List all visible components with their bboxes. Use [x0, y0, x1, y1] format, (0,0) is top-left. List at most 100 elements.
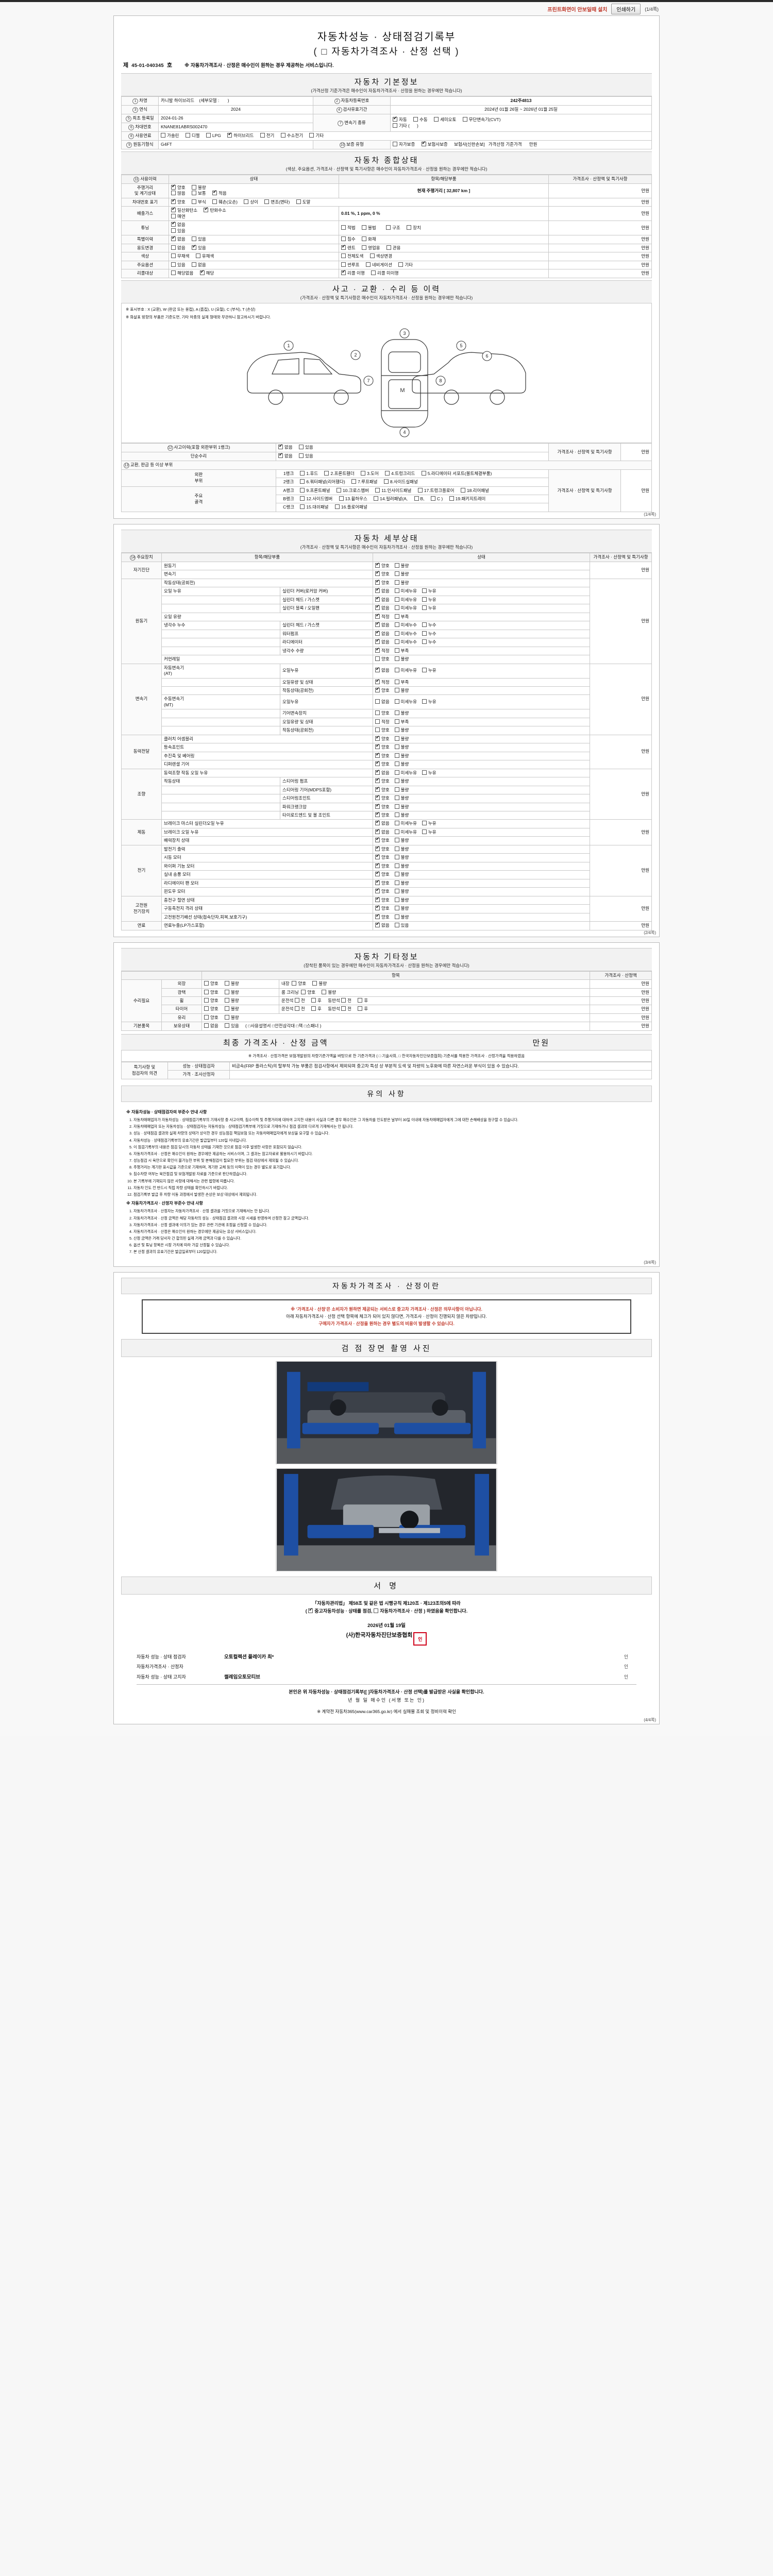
detail-option[interactable]: 양호 — [375, 752, 390, 759]
checkbox-icon[interactable] — [199, 269, 205, 276]
usechange-gov[interactable]: 관용 — [386, 245, 401, 251]
checkbox-icon[interactable] — [204, 997, 209, 1003]
checkbox-icon[interactable] — [375, 596, 380, 602]
wheel-bad[interactable]: 불량 — [225, 997, 239, 1004]
tuning-structure[interactable]: 구조 — [386, 225, 400, 231]
detail-option[interactable]: 양호 — [375, 837, 390, 843]
checkbox-icon[interactable] — [341, 262, 346, 267]
checkbox-icon[interactable] — [422, 631, 427, 636]
checkbox-icon[interactable] — [375, 871, 380, 877]
trans-opt-cvt[interactable]: 무단변속기(CVT) — [462, 117, 500, 123]
rankA-trunkfloor[interactable]: 17.트렁크플로어 — [417, 487, 454, 494]
checkbox-icon[interactable] — [192, 191, 197, 196]
detail-option[interactable]: 양호 — [375, 811, 390, 818]
checkbox-icon[interactable] — [375, 562, 380, 568]
checkbox-icon[interactable] — [375, 828, 380, 834]
detail-option[interactable]: 양호 — [375, 735, 390, 742]
holding-yes[interactable]: 있음 — [225, 1023, 239, 1029]
detail-option[interactable]: 양호 — [375, 845, 390, 852]
detail-option[interactable]: 적정 — [375, 679, 390, 685]
detail-option[interactable]: 불량 — [394, 736, 409, 742]
detail-option[interactable]: 불량 — [394, 687, 409, 693]
color-fullpaint[interactable]: 전체도색 — [341, 253, 363, 259]
checkbox-icon[interactable] — [375, 803, 380, 809]
checkbox-icon[interactable] — [375, 638, 380, 645]
checkbox-icon[interactable] — [299, 453, 304, 459]
checkbox-icon[interactable] — [375, 769, 380, 775]
detail-option[interactable]: 불량 — [394, 656, 409, 662]
fuel-opt-gasoline[interactable]: 가솔린 — [161, 133, 179, 139]
detail-option[interactable]: 불량 — [394, 563, 409, 569]
detail-option[interactable]: 불량 — [394, 761, 409, 767]
emission-smoke[interactable]: 매연 — [171, 213, 186, 219]
detail-option[interactable]: 없음 — [375, 596, 390, 603]
mileage-good[interactable]: 양호 — [171, 184, 186, 191]
checkbox-icon[interactable] — [225, 1023, 230, 1028]
checkbox-icon[interactable] — [171, 270, 176, 276]
detail-option[interactable]: 미세누유 — [394, 829, 417, 835]
checkbox-icon[interactable] — [192, 199, 197, 204]
tuning-illegal[interactable]: 불법 — [362, 225, 376, 231]
detail-option[interactable]: 미세누수 — [394, 622, 417, 628]
checkbox-icon[interactable] — [375, 862, 380, 868]
checkbox-icon[interactable] — [394, 648, 399, 653]
checkbox-icon[interactable] — [341, 225, 346, 230]
detail-option[interactable]: 누유 — [422, 668, 436, 673]
detail-option[interactable]: 불량 — [394, 880, 409, 886]
mileage-many[interactable]: 많음 — [171, 191, 186, 196]
glass-bad[interactable]: 불량 — [225, 1014, 239, 1021]
rankA-insidepanel[interactable]: 11.인사이드패널 — [375, 487, 411, 494]
checkbox-icon[interactable] — [422, 829, 427, 834]
transmission-etc[interactable]: 기타 ( ) — [393, 123, 649, 129]
checkbox-icon[interactable] — [394, 597, 399, 602]
checkbox-icon[interactable] — [422, 605, 427, 611]
detail-option[interactable]: 미세누유 — [394, 770, 417, 776]
tuning-yes[interactable]: 있음 — [171, 228, 186, 234]
usechange-rent[interactable]: 렌트 — [341, 244, 356, 251]
checkbox-icon[interactable] — [341, 269, 346, 276]
tire-bad[interactable]: 불량 — [225, 1006, 239, 1012]
checkbox-icon[interactable] — [375, 905, 380, 911]
checkbox-icon[interactable] — [422, 668, 427, 673]
detail-option[interactable]: 누유 — [422, 597, 436, 603]
detail-option[interactable]: 양호 — [375, 777, 390, 784]
detail-option[interactable]: 양호 — [375, 760, 390, 767]
checkbox-icon[interactable] — [375, 621, 380, 628]
tire-good[interactable]: 양호 — [204, 1006, 219, 1012]
checkbox-icon[interactable] — [225, 997, 230, 1003]
checkbox-icon[interactable] — [394, 821, 399, 826]
fuel-opt-lpg[interactable]: LPG — [206, 133, 221, 139]
checkbox-icon[interactable] — [375, 837, 380, 843]
checkbox-icon[interactable] — [394, 906, 399, 911]
checkbox-icon[interactable] — [375, 570, 380, 577]
checkbox-icon[interactable] — [430, 496, 435, 501]
checkbox-icon[interactable] — [206, 133, 211, 138]
checkbox-icon[interactable] — [301, 989, 306, 994]
mileage-few[interactable]: 적음 — [212, 190, 227, 196]
checkbox-icon[interactable] — [375, 896, 380, 902]
print-install-notice[interactable]: 프린트화면이 안보일때 설치 — [547, 7, 608, 13]
detail-option[interactable]: 양호 — [375, 888, 390, 894]
checkbox-icon[interactable] — [294, 1006, 299, 1011]
accident-none[interactable]: 없음 — [278, 444, 293, 450]
special-none[interactable]: 없음 — [171, 235, 186, 242]
checkbox-icon[interactable] — [225, 1014, 230, 1020]
roomclean-good[interactable]: 양호 — [301, 989, 315, 995]
recall-applicable[interactable]: 해당 — [199, 269, 214, 276]
detail-option[interactable]: 양호 — [375, 803, 390, 810]
checkbox-icon[interactable] — [294, 997, 299, 1003]
warranty-opt-insurer[interactable]: 보험사보증 — [421, 141, 448, 147]
simple-yes[interactable]: 있음 — [299, 453, 313, 459]
print-button[interactable]: 인쇄하기 — [611, 3, 641, 14]
checkbox-icon[interactable] — [375, 727, 380, 733]
checkbox-icon[interactable] — [351, 479, 357, 484]
checkbox-icon[interactable] — [171, 198, 176, 204]
checkbox-icon[interactable] — [192, 236, 197, 242]
detail-option[interactable]: 없음 — [375, 621, 390, 628]
wheel-driver-front[interactable]: 전 — [294, 997, 305, 1004]
detail-option[interactable]: 없음 — [375, 828, 390, 835]
tuning-none[interactable]: 없음 — [171, 221, 186, 228]
checkbox-icon[interactable] — [375, 719, 380, 724]
checkbox-icon[interactable] — [462, 117, 467, 122]
checkbox-icon[interactable] — [394, 753, 399, 758]
